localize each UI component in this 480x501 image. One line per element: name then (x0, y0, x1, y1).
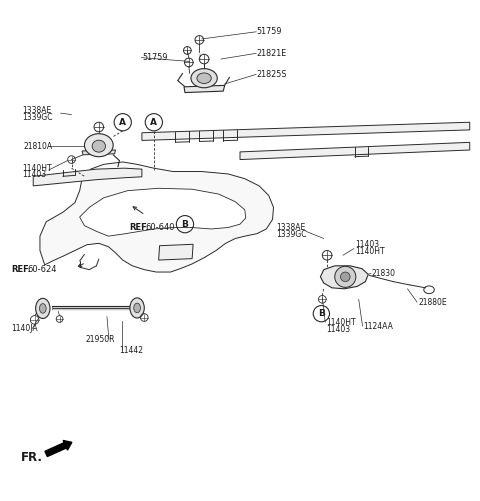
Text: 1140HT: 1140HT (355, 247, 384, 257)
Text: 11403: 11403 (326, 325, 350, 334)
Ellipse shape (191, 69, 217, 88)
Text: 21825S: 21825S (256, 70, 287, 79)
Text: 1140HT: 1140HT (326, 318, 356, 327)
Polygon shape (240, 142, 470, 159)
Text: 11403: 11403 (355, 240, 379, 249)
Polygon shape (158, 244, 193, 260)
Text: 21821E: 21821E (256, 49, 287, 58)
Ellipse shape (84, 134, 113, 157)
Text: FR.: FR. (21, 451, 43, 464)
Text: 1338AE: 1338AE (22, 106, 51, 115)
Text: 51759: 51759 (142, 53, 168, 62)
Polygon shape (80, 188, 246, 236)
Text: 1140HT: 1140HT (22, 164, 52, 173)
Polygon shape (321, 266, 368, 289)
Ellipse shape (130, 298, 144, 318)
Text: 21880E: 21880E (418, 298, 447, 307)
Ellipse shape (134, 303, 141, 313)
Circle shape (340, 272, 350, 282)
Text: 1339GC: 1339GC (22, 113, 53, 122)
Text: 1338AE: 1338AE (276, 223, 305, 232)
Ellipse shape (92, 140, 106, 152)
Polygon shape (40, 162, 274, 272)
Text: A: A (150, 118, 157, 127)
Text: 60-624: 60-624 (27, 265, 57, 274)
Polygon shape (33, 168, 142, 186)
FancyArrow shape (45, 440, 72, 456)
Text: 21950R: 21950R (86, 335, 115, 344)
Polygon shape (82, 150, 116, 155)
Polygon shape (184, 85, 225, 93)
Ellipse shape (197, 73, 211, 84)
Text: 21830: 21830 (372, 269, 396, 278)
Circle shape (335, 267, 356, 288)
Polygon shape (142, 122, 470, 140)
Text: 1140JA: 1140JA (11, 324, 38, 333)
Ellipse shape (39, 304, 46, 313)
Text: B: B (181, 219, 188, 228)
Text: 1124AA: 1124AA (363, 322, 393, 331)
Text: 21810A: 21810A (24, 142, 53, 151)
Text: B: B (318, 309, 325, 318)
Text: 1339GC: 1339GC (276, 230, 306, 239)
Ellipse shape (36, 299, 50, 319)
Text: 11442: 11442 (120, 346, 144, 355)
Text: A: A (119, 118, 126, 127)
Text: 11403: 11403 (22, 170, 47, 179)
Text: REF.: REF. (129, 223, 149, 232)
Text: 60-640: 60-640 (145, 223, 175, 232)
Text: REF.: REF. (11, 265, 31, 274)
Text: 51759: 51759 (256, 27, 282, 36)
